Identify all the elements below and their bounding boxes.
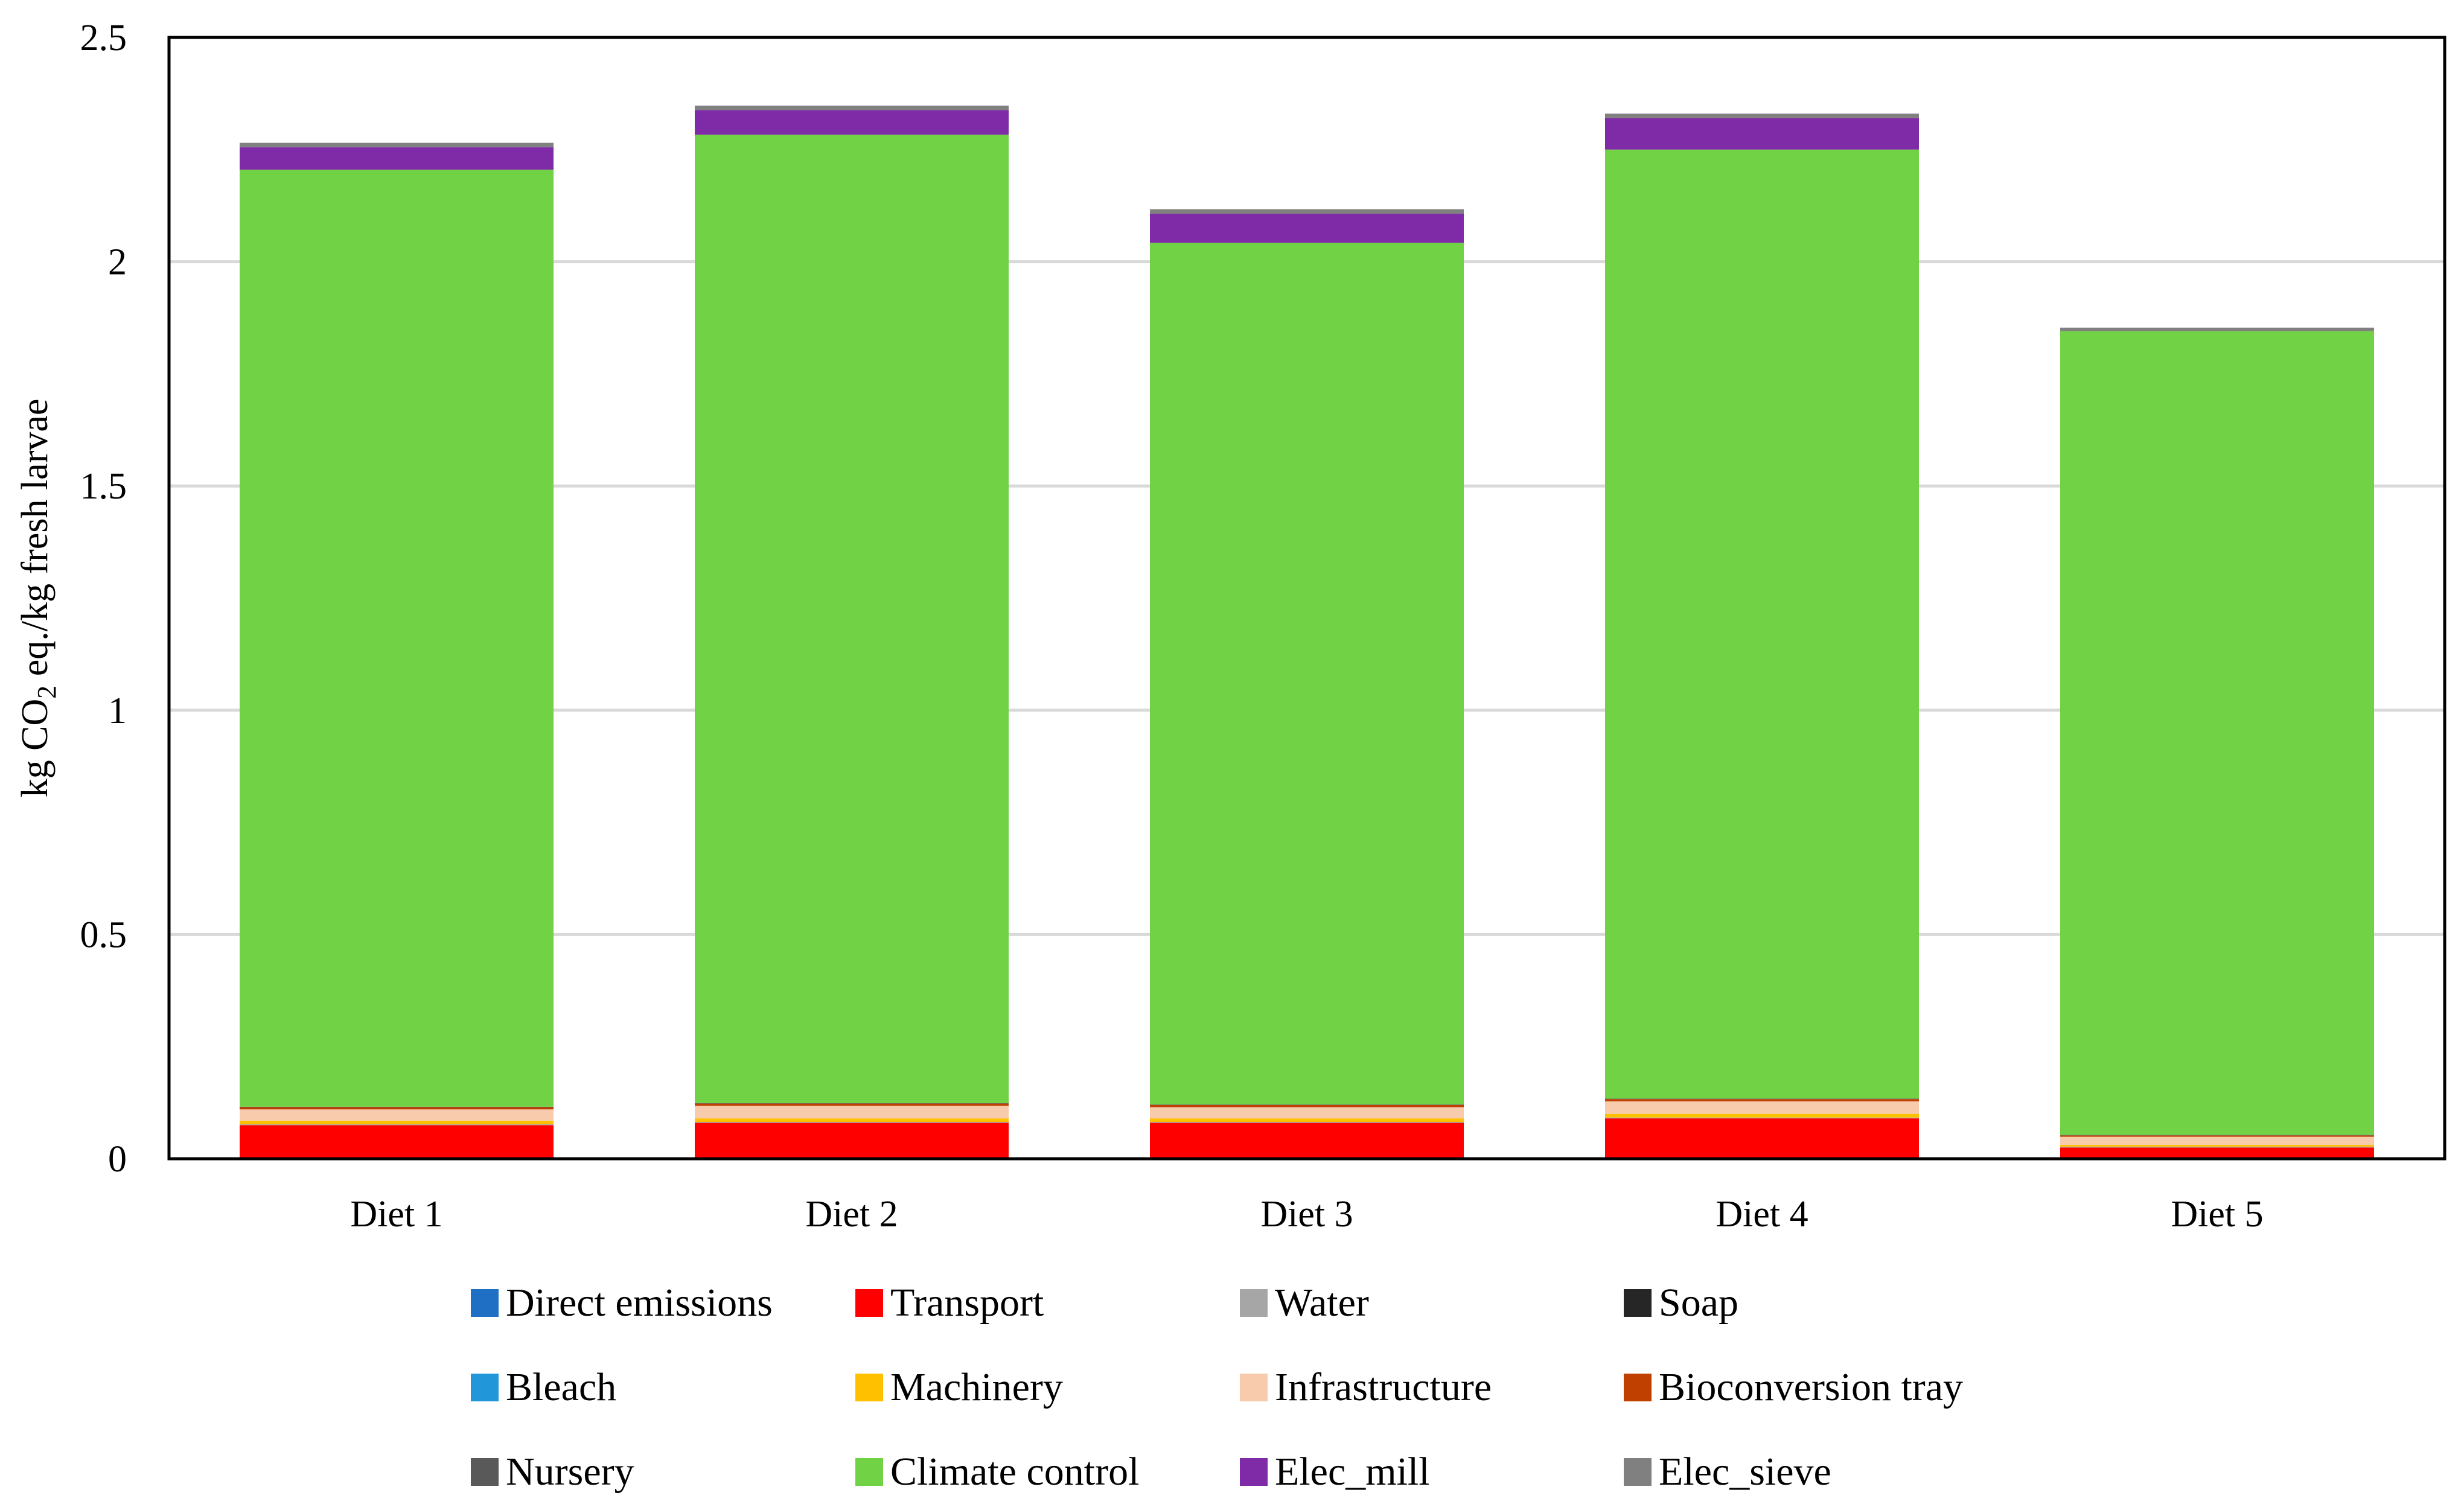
bar-segment-water bbox=[1150, 1122, 1464, 1123]
bar-segment-machinery bbox=[240, 1120, 554, 1124]
y-axis-title: kg CO2 eq./kg fresh larvae bbox=[14, 399, 62, 798]
legend-swatch bbox=[1240, 1458, 1268, 1486]
bar-segment-elec-sieve bbox=[1605, 113, 1919, 118]
legend-swatch bbox=[471, 1289, 499, 1317]
x-tick-label: Diet 4 bbox=[1716, 1194, 1808, 1235]
legend-swatch bbox=[471, 1458, 499, 1486]
legend: Direct emissions Transport Water Soap Bleach… bbox=[471, 1281, 1963, 1494]
legend-swatch bbox=[1624, 1374, 1652, 1401]
bars bbox=[240, 105, 2374, 1159]
bar-segment-climate-control bbox=[695, 135, 1009, 1103]
legend-label: Soap bbox=[1659, 1281, 1738, 1325]
bar-segment-climate-control bbox=[2060, 331, 2374, 1135]
bar-segment-infrastructure bbox=[2060, 1136, 2374, 1145]
bar-segment-elec-mill bbox=[1605, 118, 1919, 150]
plot-frame bbox=[167, 36, 2446, 1161]
legend-label: Nursery bbox=[506, 1450, 634, 1494]
legend-swatch bbox=[855, 1289, 883, 1317]
legend-label: Climate control bbox=[890, 1450, 1139, 1494]
x-tick-label: Diet 2 bbox=[805, 1194, 898, 1235]
legend-label: Infrastructure bbox=[1275, 1365, 1492, 1409]
legend-label: Bleach bbox=[506, 1365, 616, 1409]
legend-label: Transport bbox=[890, 1281, 1044, 1325]
bar-segment-transport bbox=[1150, 1123, 1464, 1159]
legend-item: Soap bbox=[1624, 1281, 1738, 1325]
bar-segment-elec-sieve bbox=[1150, 209, 1464, 214]
y-tick-label: 0.5 bbox=[80, 914, 127, 955]
bar-segment-machinery bbox=[2060, 1144, 2374, 1147]
x-tick-label: Diet 3 bbox=[1260, 1194, 1353, 1235]
y-axis-title-prefix: kg CO bbox=[14, 699, 56, 798]
legend-item: Elec_mill bbox=[1240, 1450, 1430, 1494]
bar-segment-bioconversion-tray bbox=[695, 1103, 1009, 1106]
legend-item: Climate control bbox=[855, 1450, 1139, 1494]
legend-item: Machinery bbox=[855, 1365, 1063, 1409]
bar-segment-infrastructure bbox=[240, 1109, 554, 1121]
bar-segment-water bbox=[240, 1124, 554, 1126]
bar-segment-elec-mill bbox=[240, 147, 554, 170]
bar-segment-climate-control bbox=[240, 170, 554, 1107]
bar-segment-transport bbox=[1605, 1118, 1919, 1159]
bar-segment-elec-mill bbox=[695, 110, 1009, 135]
legend-label: Direct emissions bbox=[506, 1281, 773, 1325]
bar-segment-nursery bbox=[1150, 1104, 1464, 1105]
x-axis-tick-labels: Diet 1 Diet 2 Diet 3 Diet 4 Diet 5 bbox=[350, 1194, 2263, 1235]
legend-swatch bbox=[471, 1374, 499, 1401]
bar-segment-machinery bbox=[1150, 1118, 1464, 1123]
bar-segment-transport bbox=[2060, 1147, 2374, 1159]
legend-item: Transport bbox=[855, 1281, 1044, 1325]
legend-item: Direct emissions bbox=[471, 1281, 773, 1325]
bar-segment-water bbox=[695, 1122, 1009, 1123]
bar-segment-nursery bbox=[2060, 1135, 2374, 1136]
y-tick-label: 2 bbox=[108, 242, 127, 283]
y-tick-label: 1 bbox=[108, 690, 127, 731]
legend-label: Bioconversion tray bbox=[1659, 1365, 1963, 1409]
bar-segment-transport bbox=[695, 1123, 1009, 1159]
y-tick-label: 1.5 bbox=[80, 466, 127, 507]
x-tick-label: Diet 5 bbox=[2171, 1194, 2263, 1235]
y-axis-title-suffix: eq./kg fresh larvae bbox=[14, 399, 56, 686]
y-tick-label: 0 bbox=[108, 1139, 127, 1180]
legend-swatch bbox=[1240, 1289, 1268, 1317]
bar-segment-elec-sieve bbox=[2060, 327, 2374, 331]
bar-segment-climate-control bbox=[1150, 243, 1464, 1105]
bar-segment-elec-mill bbox=[1150, 214, 1464, 243]
bar-segment-infrastructure bbox=[1605, 1101, 1919, 1114]
bar-segment-bioconversion-tray bbox=[1605, 1099, 1919, 1101]
legend-item: Nursery bbox=[471, 1450, 634, 1494]
y-tick-label: 2.5 bbox=[80, 18, 127, 59]
legend-swatch bbox=[1624, 1289, 1652, 1317]
bar-segment-elec-sieve bbox=[695, 105, 1009, 110]
legend-item: Infrastructure bbox=[1240, 1365, 1492, 1409]
bar-segment-nursery bbox=[1605, 1098, 1919, 1100]
legend-item: Bioconversion tray bbox=[1624, 1365, 1963, 1409]
bar-segment-nursery bbox=[695, 1103, 1009, 1104]
bar-segment-machinery bbox=[695, 1118, 1009, 1123]
bar-segment-bioconversion-tray bbox=[1150, 1104, 1464, 1107]
bar-segment-transport bbox=[240, 1125, 554, 1159]
legend-swatch bbox=[855, 1374, 883, 1401]
y-axis-tick-labels: 0 0.5 1 1.5 2 2.5 bbox=[80, 18, 127, 1180]
bar-segment-machinery bbox=[1605, 1113, 1919, 1118]
y-axis-title-subscript: 2 bbox=[32, 686, 62, 699]
legend-swatch bbox=[1624, 1458, 1652, 1486]
legend-item: Bleach bbox=[471, 1365, 616, 1409]
bar-segment-climate-control bbox=[1605, 149, 1919, 1099]
legend-swatch bbox=[855, 1458, 883, 1486]
bar-segment-bioconversion-tray bbox=[2060, 1135, 2374, 1137]
bar-segment-bioconversion-tray bbox=[240, 1107, 554, 1110]
x-tick-label: Diet 1 bbox=[350, 1194, 442, 1235]
legend-label: Elec_mill bbox=[1275, 1450, 1430, 1494]
legend-label: Elec_sieve bbox=[1659, 1450, 1831, 1494]
bar-segment-elec-sieve bbox=[240, 142, 554, 148]
legend-label: Water bbox=[1275, 1281, 1369, 1325]
legend-item: Water bbox=[1240, 1281, 1369, 1325]
bar-segment-infrastructure bbox=[1150, 1107, 1464, 1119]
bar-segment-infrastructure bbox=[695, 1106, 1009, 1119]
legend-label: Machinery bbox=[890, 1365, 1063, 1409]
legend-swatch bbox=[1240, 1374, 1268, 1401]
legend-item: Elec_sieve bbox=[1624, 1450, 1831, 1494]
